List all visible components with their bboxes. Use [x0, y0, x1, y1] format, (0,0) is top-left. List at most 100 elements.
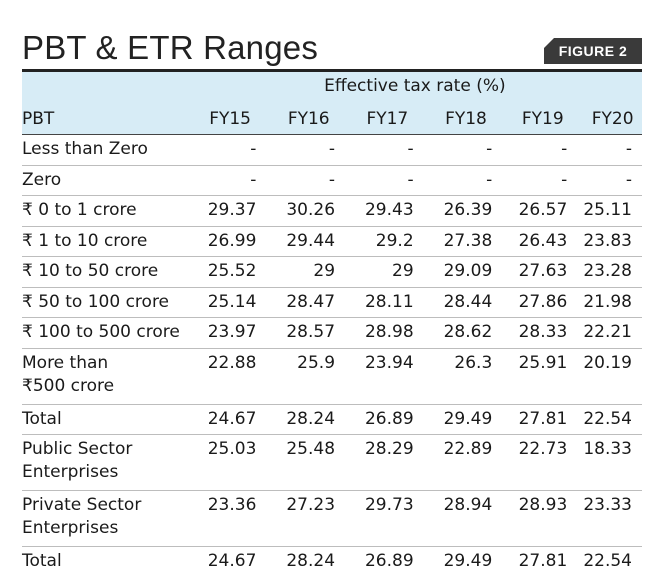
table-row: ₹ 0 to 1 crore 29.37 30.26 29.43 26.39 26.57 2…	[22, 195, 642, 227]
table-cell: -	[187, 134, 267, 166]
table-cell: -	[187, 165, 267, 196]
table-cell: 28.94	[423, 490, 503, 547]
table-cell: -	[502, 165, 578, 196]
table-cell: 27.23	[266, 490, 346, 547]
row-label: Private Sector Enterprises	[22, 490, 188, 547]
year-header: FY18	[423, 104, 503, 135]
table-cell: -	[345, 134, 424, 166]
table-row: Public Sector Enterprises 25.03 25.48 28.29…	[22, 434, 642, 491]
year-header: FY15	[187, 104, 267, 135]
table-cell: 29.2	[345, 226, 424, 257]
table-cell: 20.19	[577, 348, 642, 405]
table-cell: 27.38	[423, 226, 503, 257]
table-row: ₹ 100 to 500 crore 23.97 28.57 28.98 28.62 28…	[22, 317, 642, 349]
table-cell: 29.09	[423, 256, 503, 288]
table-cell: 21.98	[577, 287, 642, 318]
table-cell: 28.47	[266, 287, 346, 318]
table-cell: 23.36	[187, 490, 267, 547]
table-cell: 28.44	[423, 287, 503, 318]
table-cell: 29.49	[423, 404, 503, 435]
table-cell: 27.86	[502, 287, 578, 318]
row-label: ₹ 50 to 100 crore	[22, 287, 188, 318]
table-cell: 18.33	[577, 434, 642, 491]
table-cell: -	[502, 134, 578, 166]
table-cell: 26.89	[345, 404, 424, 435]
table-cell: 30.26	[266, 195, 346, 227]
figure-badge: FIGURE 2	[544, 38, 642, 64]
table-cell: 29.49	[443, 551, 493, 571]
table-cell: -	[423, 165, 503, 196]
table-body: Less than Zero - - - - - - Zero - - - - - - ₹ 0 to 1 c…	[22, 134, 642, 577]
table-cell: 23.28	[577, 256, 642, 288]
table-cell: 26.43	[502, 226, 578, 257]
table-cell: 23.94	[345, 348, 424, 405]
table-cell: 29.73	[345, 490, 424, 547]
table-row: Private Sector Enterprises 23.36 27.23 29.7…	[22, 490, 642, 547]
table-cell: 22.21	[577, 317, 642, 349]
table-cell: 27.81	[502, 404, 578, 435]
table-cell: 28.24	[266, 404, 346, 435]
table-cell: 26.99	[187, 226, 267, 257]
row-label-header: PBT	[22, 104, 188, 135]
year-header: FY19	[502, 104, 578, 135]
table-cell: 29.43	[345, 195, 424, 227]
table-cell: -	[577, 165, 642, 196]
table-cell: 29	[266, 256, 346, 288]
table-row: Less than Zero - - - - - -	[22, 134, 642, 166]
header-spacer	[22, 72, 188, 104]
table-cell: 25.52	[187, 256, 267, 288]
table-cell: 29.37	[187, 195, 267, 227]
table-cell: -	[345, 165, 424, 196]
table-cell: 29	[345, 256, 424, 288]
table-cell: 28.11	[345, 287, 424, 318]
table-cell: 25.91	[502, 348, 578, 405]
table-cell: 22.88	[187, 348, 267, 405]
table-cell: 27.81	[518, 551, 568, 571]
table-row: ₹ 10 to 50 crore 25.52 29 29 29.09 27.63 23.28	[22, 256, 642, 288]
header-row: PBT FY15 FY16 FY17 FY18 FY19 FY20	[22, 104, 642, 135]
row-label: Less than Zero	[22, 134, 188, 166]
title-rule	[22, 69, 642, 72]
table-cell: 22.73	[502, 434, 578, 491]
table-cell: -	[423, 134, 503, 166]
table-cell: 24.67	[187, 404, 267, 435]
header-group-row: Effective tax rate (%)	[22, 72, 642, 104]
table-row: More than ₹500 crore 22.88 25.9 23.94 26.3 25…	[22, 348, 642, 405]
table-cell: 28.33	[502, 317, 578, 349]
table-cell: 25.48	[266, 434, 346, 491]
table-cell: 23.97	[187, 317, 267, 349]
table-cell: 25.11	[577, 195, 642, 227]
table-cell: 24.67	[207, 551, 257, 571]
table-row: ₹ 1 to 10 crore 26.99 29.44 29.2 27.38 26.43 2…	[22, 226, 642, 257]
table-cell: 28.29	[345, 434, 424, 491]
row-label: Total	[22, 551, 62, 571]
table-cell: 28.93	[502, 490, 578, 547]
table-row: Zero - - - - - -	[22, 165, 642, 196]
row-label: ₹ 100 to 500 crore	[22, 317, 188, 349]
table-cell: 22.54	[577, 404, 642, 435]
table-cell: 22.54	[583, 551, 632, 571]
table-cell: 23.83	[577, 226, 642, 257]
table-cell: 28.57	[266, 317, 346, 349]
column-group-label: Effective tax rate (%)	[187, 72, 642, 104]
table-cell: 27.63	[502, 256, 578, 288]
year-header: FY16	[266, 104, 346, 135]
table-row: Total 24.67 28.24 26.89 29.49 27.81 22.54	[22, 547, 642, 577]
table-cell: 23.33	[577, 490, 642, 547]
table-cell: 26.57	[502, 195, 578, 227]
table-cell: 29.44	[266, 226, 346, 257]
row-label: ₹ 10 to 50 crore	[22, 256, 188, 288]
table-row: ₹ 50 to 100 crore 25.14 28.47 28.11 28.44 27.…	[22, 287, 642, 318]
row-label: More than ₹500 crore	[22, 348, 188, 405]
row-label: ₹ 1 to 10 crore	[22, 226, 188, 257]
chart-title: PBT & ETR Ranges	[22, 29, 319, 66]
year-header: FY20	[577, 104, 642, 135]
table-cell: 28.98	[345, 317, 424, 349]
table-cell: 28.24	[286, 551, 336, 571]
row-label: Public Sector Enterprises	[22, 434, 188, 491]
table-cell: 28.62	[423, 317, 503, 349]
table-cell: -	[577, 134, 642, 166]
table-cell: 26.3	[423, 348, 503, 405]
table-cell: 26.39	[423, 195, 503, 227]
table-row: Total 24.67 28.24 26.89 29.49 27.81 22.54	[22, 404, 642, 435]
